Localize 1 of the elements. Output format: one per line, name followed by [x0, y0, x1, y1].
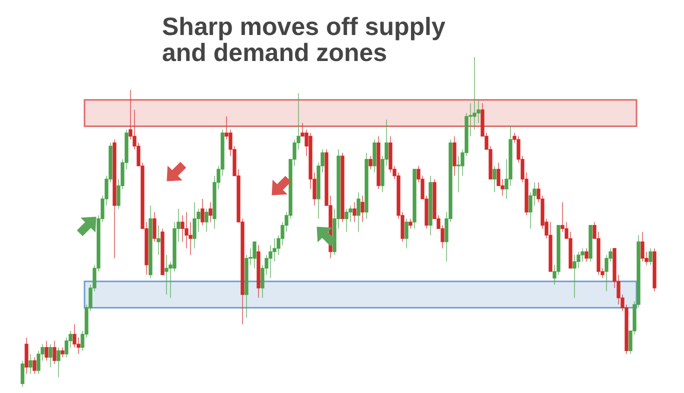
chart-title: Sharp moves off supply and demand zones — [162, 13, 446, 67]
